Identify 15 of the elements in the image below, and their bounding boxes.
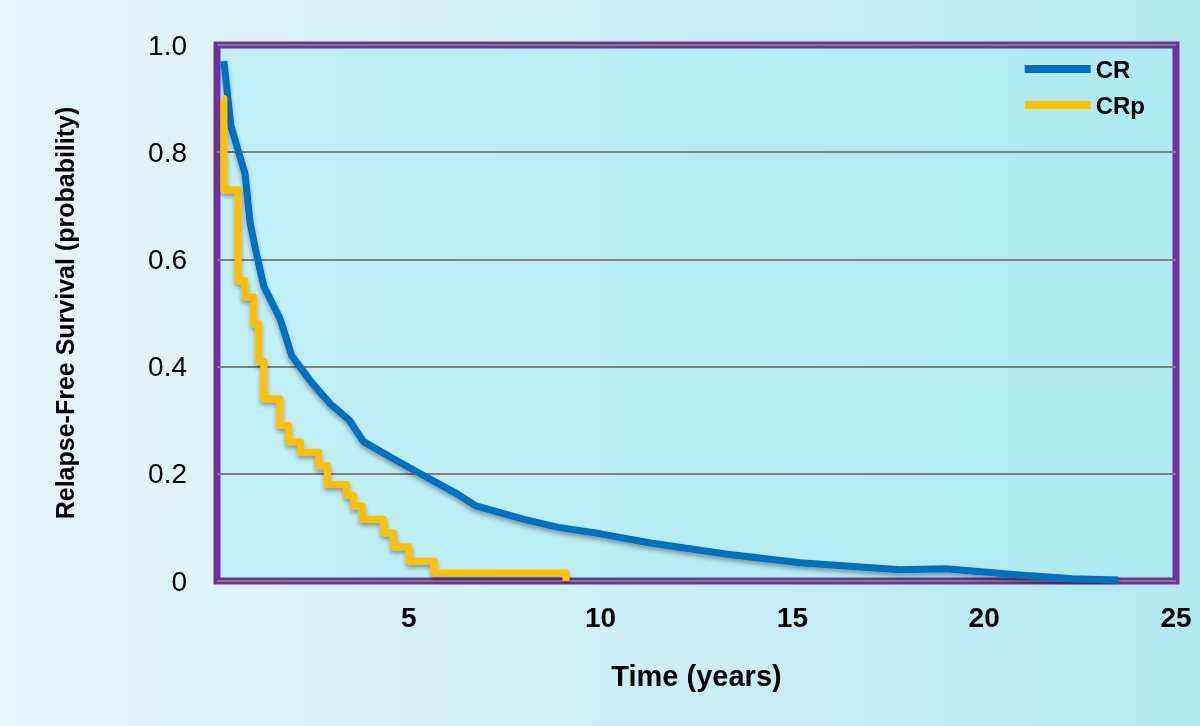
x-tick-label: 10: [585, 601, 617, 633]
legend-label: CR: [1095, 55, 1131, 83]
y-tick-label: 0.4: [148, 351, 187, 383]
y-tick-label: 1.0: [148, 29, 187, 61]
x-tick-label: 15: [776, 601, 808, 633]
x-tick-label: 5: [401, 601, 417, 633]
x-tick-label: 20: [968, 601, 1000, 633]
legend-label: CRp: [1095, 91, 1145, 119]
x-axis-title: Time (years): [611, 659, 782, 692]
y-tick-label: 0.6: [148, 243, 187, 275]
y-axis-title: Relapse-Free Survival (probability): [50, 106, 79, 520]
y-tick-label: 0.2: [148, 458, 187, 490]
x-tick-label: 25: [1160, 601, 1192, 633]
y-tick-label: 0: [171, 565, 187, 597]
y-tick-label: 0.8: [148, 136, 187, 168]
